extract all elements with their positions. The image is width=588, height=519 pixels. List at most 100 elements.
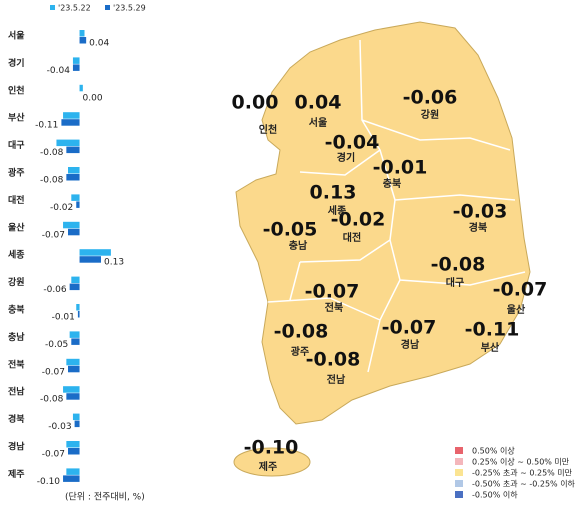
bar (77, 311, 80, 318)
bar (66, 393, 80, 400)
map-region: 대구 (446, 276, 464, 289)
bar (79, 30, 85, 37)
value-label: -0.05 (45, 340, 68, 350)
bar (76, 304, 80, 311)
map-legend-swatch (455, 491, 463, 498)
bar (63, 475, 80, 482)
bar (71, 194, 80, 201)
map-value: 0.04 (295, 92, 342, 114)
bar (68, 167, 80, 174)
map-legend-swatch (455, 447, 463, 454)
category-label: 광주 (8, 167, 25, 179)
category-label: 인천 (8, 85, 25, 96)
map-legend-label: -0.50% 초과 ~ -0.25% 이하 (472, 479, 576, 489)
category-label: 세종 (8, 249, 25, 261)
legend-label: '23.5.29 (113, 4, 146, 13)
value-label: -0.11 (35, 121, 58, 131)
value-label: 0.13 (104, 258, 124, 268)
bar (66, 174, 80, 181)
bar (66, 358, 80, 366)
map-land (235, 21, 531, 425)
bar (69, 283, 80, 291)
map-legend-label: -0.25% 초과 ~ 0.25% 미만 (472, 469, 573, 478)
bar (68, 365, 80, 373)
map-region: 서울 (309, 116, 327, 129)
bar (56, 139, 80, 147)
map-value: 0.00 (232, 92, 279, 114)
map-region: 전남 (327, 373, 346, 386)
map-value: -0.10 (244, 437, 299, 459)
map-legend-label: -0.50% 이하 (472, 490, 518, 500)
map-legend-swatch (455, 469, 463, 476)
bar (63, 221, 80, 229)
bar (66, 468, 80, 475)
map-region: 충북 (383, 177, 401, 190)
value-label: -0.08 (40, 176, 64, 186)
value-label: -0.03 (48, 422, 71, 432)
map-value: -0.08 (306, 349, 361, 371)
map-region: 경남 (401, 338, 420, 351)
value-label: -0.10 (37, 477, 61, 487)
bar (79, 256, 101, 263)
bar (69, 331, 80, 338)
value-label: 0.00 (83, 93, 103, 103)
map-region: 제주 (259, 460, 277, 473)
map-region: 광주 (291, 346, 309, 358)
category-label: 전남 (8, 386, 25, 398)
bar (71, 338, 80, 345)
category-label: 충북 (8, 304, 25, 316)
map-value: -0.06 (403, 87, 458, 109)
map-value: -0.08 (274, 321, 329, 343)
map-region: 부산 (481, 341, 500, 354)
bar (79, 249, 111, 256)
bar (66, 146, 80, 154)
map-legend-label: 0.50% 이상 (472, 446, 515, 456)
map-value: -0.07 (382, 317, 437, 339)
map-value: -0.04 (325, 132, 380, 154)
category-label: 울산 (8, 221, 25, 233)
bar (76, 201, 80, 208)
legend-swatch (50, 5, 55, 10)
value-label: -0.07 (42, 450, 65, 460)
map-value: -0.11 (465, 319, 520, 341)
bar (66, 441, 80, 448)
map-region: 대전 (343, 231, 361, 244)
category-label: 경기 (8, 57, 25, 69)
map-value: 0.13 (310, 182, 357, 204)
map-legend-swatch (455, 480, 463, 487)
map (233, 21, 531, 477)
category-label: 경남 (8, 441, 25, 453)
category-label: 부산 (8, 112, 25, 124)
value-label: -0.07 (42, 367, 65, 377)
category-label: 전북 (8, 358, 25, 370)
value-label: -0.04 (47, 66, 71, 76)
bar (71, 276, 80, 284)
map-value: -0.02 (331, 209, 386, 231)
map-region: 전북 (325, 301, 343, 314)
category-label: 충남 (8, 331, 25, 343)
bar (68, 448, 80, 455)
value-label: -0.02 (50, 203, 73, 213)
map-value: -0.05 (263, 219, 318, 241)
bar (61, 119, 80, 126)
value-label: 0.04 (89, 39, 109, 49)
value-label: -0.07 (42, 230, 65, 240)
map-value: -0.07 (493, 279, 548, 301)
category-label: 대전 (8, 194, 25, 206)
category-label: 대구 (8, 139, 25, 151)
map-region: 인천 (259, 123, 277, 136)
category-label: 강원 (8, 276, 25, 288)
bar (72, 413, 80, 421)
map-region: 강원 (421, 108, 439, 121)
bar (68, 228, 80, 236)
value-label: -0.06 (43, 285, 67, 295)
legend-swatch (105, 5, 110, 10)
category-label: 제주 (8, 468, 25, 480)
region-border (267, 39, 526, 373)
map-value: -0.01 (373, 157, 428, 179)
bar (63, 386, 80, 393)
bar (63, 112, 80, 119)
map-jeju (233, 447, 311, 477)
category-label: 서울 (8, 30, 25, 42)
